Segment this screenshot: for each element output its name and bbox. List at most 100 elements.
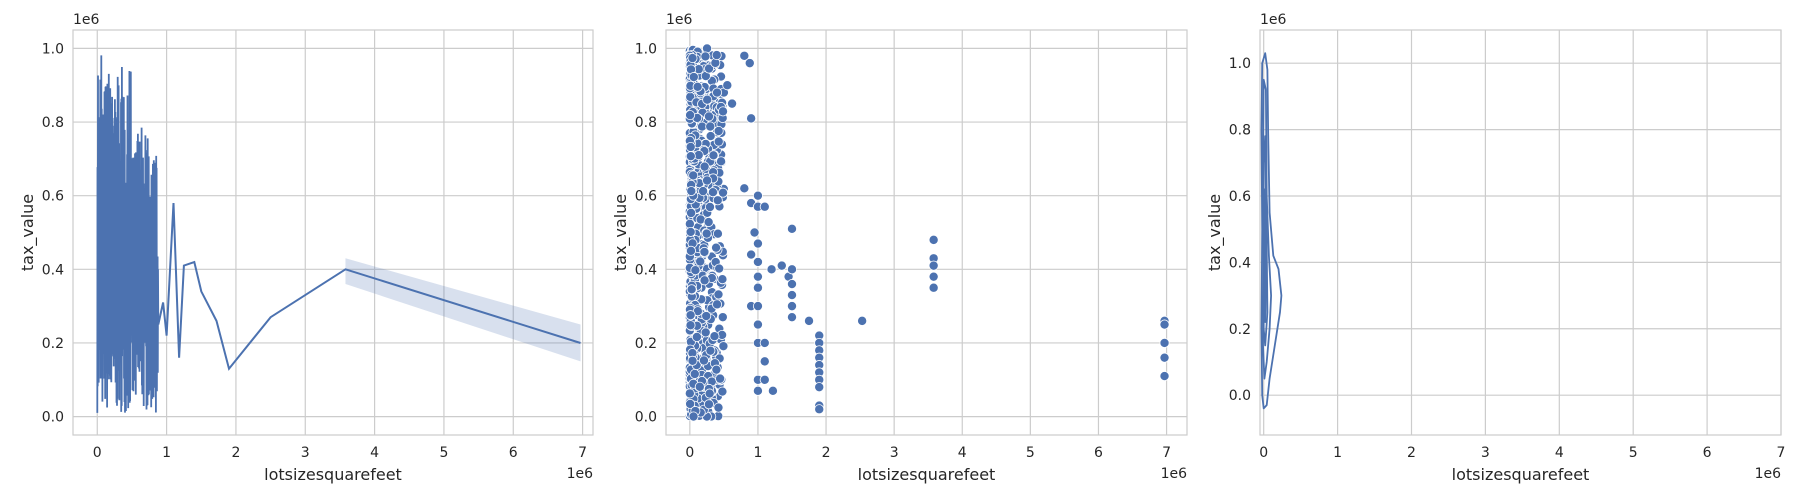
y-offset-text: 1e6 bbox=[666, 12, 693, 28]
scatter-point bbox=[752, 385, 763, 396]
scatter-point bbox=[685, 245, 696, 256]
scatter-point bbox=[701, 228, 712, 239]
y-tick-label: 0.4 bbox=[42, 262, 64, 278]
scatter-point bbox=[1159, 352, 1170, 363]
scatter-point bbox=[688, 411, 699, 422]
x-tick-label: 7 bbox=[1777, 445, 1786, 461]
scatter-point bbox=[759, 201, 770, 212]
y-tick-label: 0.6 bbox=[635, 189, 657, 205]
scatter-point bbox=[928, 260, 939, 271]
y-tick-label: 0.6 bbox=[42, 189, 64, 205]
chart-panel-3: 0 1 2 3 4 5 6 7 0.0 0.2 0.4 0.6 0.8 1.0 1e6 1e6 lotsizes… bbox=[1205, 12, 1785, 484]
scatter-point bbox=[714, 263, 725, 274]
x-tick-label: 4 bbox=[958, 445, 967, 461]
scatter-point bbox=[685, 226, 696, 237]
y-offset-text: 1e6 bbox=[1260, 12, 1287, 28]
scatter-point bbox=[689, 368, 700, 379]
scatter-point bbox=[786, 312, 797, 323]
scatter-point bbox=[705, 131, 716, 142]
scatter-point bbox=[712, 299, 723, 310]
scatter-point bbox=[698, 355, 709, 366]
scatter-point bbox=[752, 271, 763, 282]
scatter-point bbox=[684, 388, 695, 399]
y-tick-label: 1.0 bbox=[635, 41, 657, 57]
y-tick-label: 0.0 bbox=[42, 410, 64, 426]
scatter-point bbox=[1159, 319, 1170, 330]
series-line bbox=[157, 202, 581, 371]
scatter-point bbox=[702, 94, 713, 105]
x-tick-label: 3 bbox=[890, 445, 899, 461]
x-tick-label: 3 bbox=[301, 445, 310, 461]
scatter-point bbox=[713, 126, 724, 137]
scatter-point bbox=[702, 43, 713, 54]
x-tick-label: 0 bbox=[1259, 445, 1268, 461]
scatter-point bbox=[691, 331, 702, 342]
y-tick-label: 0.8 bbox=[1229, 123, 1251, 139]
y-tick-label: 0.0 bbox=[635, 410, 657, 426]
scatter-point bbox=[701, 311, 712, 322]
scatter-point bbox=[687, 355, 698, 366]
scatter-point bbox=[713, 289, 724, 300]
plot-frame bbox=[665, 29, 1188, 436]
scatter-point bbox=[694, 381, 705, 392]
y-tick-label: 0.8 bbox=[42, 115, 64, 131]
scatter-point bbox=[752, 238, 763, 249]
scatter-point bbox=[712, 195, 723, 206]
scatter-point bbox=[786, 264, 797, 275]
scatter-point bbox=[695, 256, 706, 267]
plot-frame bbox=[1259, 29, 1782, 436]
x-tick-label: 3 bbox=[1481, 445, 1490, 461]
scatter-point bbox=[708, 150, 719, 161]
scatter-point bbox=[804, 315, 815, 326]
scatter-point bbox=[814, 382, 825, 393]
scatter-point bbox=[690, 265, 701, 276]
x-tick-label: 4 bbox=[1555, 445, 1564, 461]
x-tick-label: 5 bbox=[1026, 445, 1035, 461]
scatter-point bbox=[814, 404, 825, 415]
scatter-point bbox=[712, 87, 723, 98]
scatter-point bbox=[718, 341, 729, 352]
scatter-point bbox=[692, 81, 703, 92]
scatter-point bbox=[717, 106, 728, 117]
scatter-point bbox=[752, 190, 763, 201]
x-tick-label: 2 bbox=[1407, 445, 1416, 461]
scatter-point bbox=[688, 170, 699, 181]
scatter-point bbox=[752, 282, 763, 293]
kde-contour-1 bbox=[1260, 52, 1283, 410]
scatter-point bbox=[722, 80, 733, 91]
scatter-point bbox=[759, 374, 770, 385]
scatter-point bbox=[928, 234, 939, 245]
scatter-point bbox=[713, 136, 724, 147]
y-tick-label: 1.0 bbox=[42, 41, 64, 57]
scatter-point bbox=[759, 337, 770, 348]
scatter-point bbox=[749, 227, 760, 238]
scatter-point bbox=[752, 319, 763, 330]
x-axis-label: lotsizesquarefeet bbox=[1452, 465, 1590, 484]
scatter-point bbox=[744, 58, 755, 69]
y-offset-text: 1e6 bbox=[73, 12, 100, 28]
x-tick-label: 0 bbox=[685, 445, 694, 461]
x-tick-label: 1 bbox=[162, 445, 171, 461]
scatter-point bbox=[703, 111, 714, 122]
x-tick-label: 5 bbox=[439, 445, 448, 461]
scatter-point bbox=[688, 72, 699, 83]
scatter-point bbox=[759, 356, 770, 367]
y-tick-label: 0.0 bbox=[1229, 388, 1251, 404]
scatter-point bbox=[700, 327, 711, 338]
scatter-point bbox=[786, 223, 797, 234]
scatter-point bbox=[928, 271, 939, 282]
y-tick-label: 0.2 bbox=[42, 336, 64, 352]
y-axis-label: tax_value bbox=[18, 194, 38, 271]
scatter-point bbox=[928, 282, 939, 293]
scatter-point bbox=[687, 53, 698, 64]
y-tick-label: 0.2 bbox=[635, 336, 657, 352]
scatter-point bbox=[752, 301, 763, 312]
scatter-point bbox=[685, 141, 696, 152]
scatter-point bbox=[746, 249, 757, 260]
chart-panel-1: 0 1 2 3 4 5 6 7 0.0 0.2 0.4 0.6 0.8 1.0 1e6 1e6 lotsizes… bbox=[18, 12, 594, 484]
scatter-point bbox=[704, 63, 715, 74]
y-tick-label: 0.4 bbox=[1229, 255, 1251, 271]
scatter-point bbox=[704, 388, 715, 399]
scatter-point bbox=[702, 175, 713, 186]
